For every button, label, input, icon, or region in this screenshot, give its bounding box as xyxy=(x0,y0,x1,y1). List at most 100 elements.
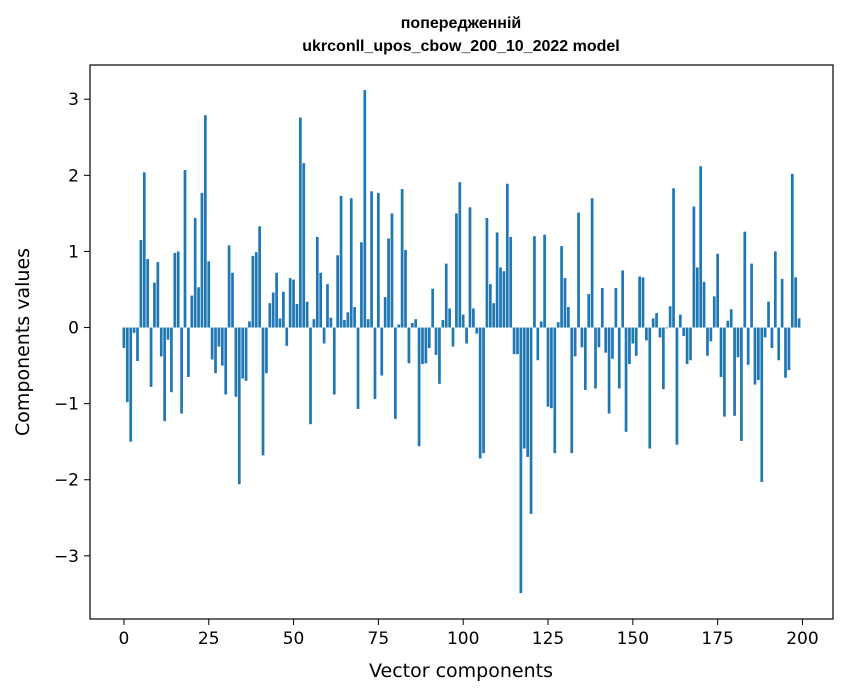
bar-51 xyxy=(295,303,299,328)
bar-13 xyxy=(166,327,170,340)
bar-72 xyxy=(366,319,370,328)
bar-90 xyxy=(427,327,431,349)
bar-32 xyxy=(231,272,234,328)
bar-48 xyxy=(285,327,289,346)
plot-frame xyxy=(89,64,834,620)
bar-24 xyxy=(203,115,207,328)
bar-170 xyxy=(699,166,703,328)
bar-191 xyxy=(770,327,774,349)
bar-137 xyxy=(587,294,591,328)
bar-196 xyxy=(787,327,791,371)
bar-16 xyxy=(176,251,180,328)
bar-164 xyxy=(678,314,682,328)
bar-149 xyxy=(628,327,631,365)
bar-84 xyxy=(407,327,411,364)
bar-116 xyxy=(516,327,519,355)
bar-165 xyxy=(682,327,686,336)
bar-54 xyxy=(305,301,309,328)
bar-52 xyxy=(298,117,302,328)
bar-66 xyxy=(346,312,350,328)
bar-45 xyxy=(275,272,278,328)
x-tick-label: 150 xyxy=(617,629,649,649)
bar-125 xyxy=(546,327,550,407)
y-ticks-group: −3 −2 −1 0 1 2 3 xyxy=(54,90,90,567)
bar-155 xyxy=(648,327,652,449)
bar-43 xyxy=(268,303,272,328)
bar-81 xyxy=(397,324,401,328)
bar-144 xyxy=(611,327,614,359)
bar-14 xyxy=(170,327,173,393)
bar-7 xyxy=(146,259,150,328)
bar-83 xyxy=(404,249,407,328)
bar-177 xyxy=(723,327,726,417)
bar-152 xyxy=(638,276,641,328)
bar-95 xyxy=(444,263,448,328)
bar-77 xyxy=(383,297,387,328)
bar-103 xyxy=(472,308,475,328)
bar-78 xyxy=(387,238,390,328)
bar-169 xyxy=(695,267,699,328)
bar-18 xyxy=(183,170,187,328)
bar-93 xyxy=(438,327,441,384)
bar-127 xyxy=(553,327,557,454)
bar-34 xyxy=(237,327,241,485)
bar-15 xyxy=(173,252,177,328)
bar-128 xyxy=(556,322,560,328)
bar-188 xyxy=(760,327,764,483)
y-tick-label: 3 xyxy=(68,90,79,110)
bar-63 xyxy=(336,255,340,328)
bar-129 xyxy=(560,246,563,328)
chart-title-line-2: ukrconll_upos_cbow_200_10_2022 model xyxy=(302,38,619,55)
x-tick-label: 25 xyxy=(198,629,220,649)
bar-56 xyxy=(312,319,316,328)
bar-67 xyxy=(349,198,353,328)
bar-187 xyxy=(757,327,760,381)
bar-192 xyxy=(773,251,777,328)
bar-76 xyxy=(380,327,384,376)
bar-135 xyxy=(580,327,584,348)
bar-53 xyxy=(302,163,306,328)
bar-12 xyxy=(163,327,166,422)
bar-82 xyxy=(400,189,404,328)
bar-31 xyxy=(227,245,231,328)
bar-23 xyxy=(200,192,204,328)
bar-130 xyxy=(563,278,567,328)
bar-27 xyxy=(214,327,217,374)
x-tick-label: 100 xyxy=(447,629,479,649)
bar-111 xyxy=(499,267,502,328)
bar-119 xyxy=(526,327,530,457)
bar-146 xyxy=(617,327,621,389)
bar-38 xyxy=(251,256,255,328)
bar-156 xyxy=(651,318,655,328)
y-axis-label: Components values xyxy=(12,248,34,436)
bar-79 xyxy=(390,213,394,328)
bar-4 xyxy=(136,327,139,362)
bar-44 xyxy=(271,292,275,328)
bar-58 xyxy=(319,272,323,328)
bar-35 xyxy=(241,327,245,379)
bar-113 xyxy=(505,183,509,328)
bar-17 xyxy=(180,327,183,414)
y-tick-label: −3 xyxy=(54,547,79,567)
bar-140 xyxy=(597,327,601,348)
bar-21 xyxy=(193,217,197,328)
bar-190 xyxy=(767,301,770,328)
y-tick-label: 1 xyxy=(68,242,79,262)
bar-62 xyxy=(332,327,336,395)
bar-30 xyxy=(224,327,228,395)
bar-158 xyxy=(658,327,662,338)
bar-141 xyxy=(600,287,604,328)
bar-65 xyxy=(343,319,346,328)
bar-9 xyxy=(153,282,156,328)
bar-57 xyxy=(315,236,319,328)
bar-138 xyxy=(590,198,594,328)
bar-174 xyxy=(712,296,716,328)
bar-49 xyxy=(288,278,292,328)
bar-39 xyxy=(254,252,258,328)
bar-85 xyxy=(410,322,414,328)
bar-178 xyxy=(726,320,730,328)
bar-132 xyxy=(570,327,574,454)
bar-121 xyxy=(533,236,536,328)
bar-107 xyxy=(485,217,489,328)
x-tick-label: 0 xyxy=(119,629,130,649)
